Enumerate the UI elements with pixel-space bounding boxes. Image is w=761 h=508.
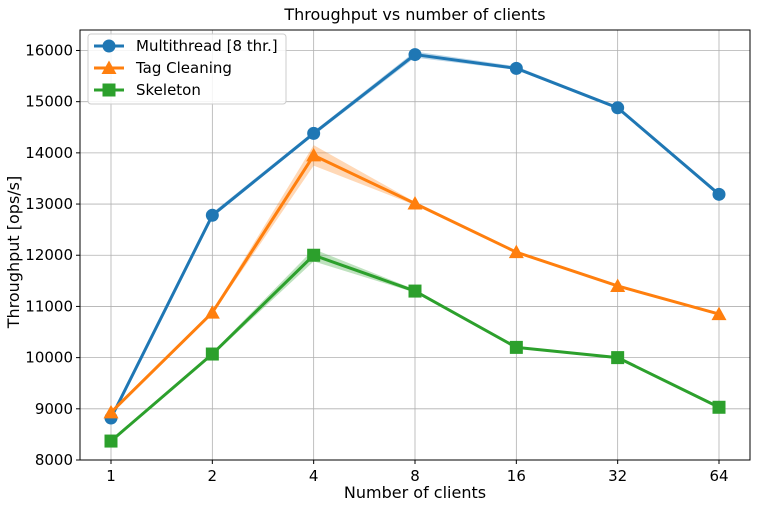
y-tick-label: 12000 [25, 246, 73, 264]
data-point-0-4 [509, 61, 523, 75]
data-point-0-2 [307, 126, 321, 140]
data-point-2-4 [509, 340, 523, 354]
legend-label-2: Skeleton [136, 81, 201, 99]
data-point-1-2 [306, 147, 322, 162]
x-tick-label: 4 [309, 467, 319, 485]
legend-marker-1 [101, 60, 117, 74]
legend-marker-2 [102, 83, 116, 97]
legend: Multithread [8 thr.] Tag Cleaning Skeleton [87, 33, 287, 105]
y-tick-label: 9000 [35, 400, 73, 418]
data-point-2-5 [611, 351, 625, 365]
x-tick-label: 1 [106, 467, 116, 485]
legend-box [87, 33, 287, 105]
y-tick-label: 10000 [25, 349, 73, 367]
data-point-1-5 [610, 278, 626, 292]
data-point-1-6 [711, 306, 727, 321]
data-point-0-5 [611, 101, 625, 115]
y-axis-label: Throughput [ops/s] [4, 176, 23, 330]
legend-marker-0 [102, 39, 116, 53]
x-tick-label: 32 [608, 467, 627, 485]
data-point-0-6 [712, 187, 726, 201]
data-point-1-4 [508, 244, 524, 259]
data-point-2-6 [712, 400, 726, 414]
x-tick-label: 8 [410, 467, 420, 485]
y-tick-label: 8000 [35, 451, 73, 469]
data-point-2-0 [104, 434, 118, 448]
y-tick-label: 15000 [25, 93, 73, 111]
legend-label-0: Multithread [8 thr.] [136, 37, 278, 55]
data-point-2-3 [408, 284, 422, 298]
data-point-1-0 [103, 404, 119, 419]
chart-title: Throughput vs number of clients [283, 5, 545, 24]
x-tick-label: 16 [507, 467, 526, 485]
data-point-1-3 [407, 196, 423, 210]
legend-label-1: Tag Cleaning [135, 59, 232, 77]
series-markers [103, 48, 727, 448]
data-point-1-1 [204, 305, 220, 319]
data-point-2-2 [307, 248, 321, 262]
x-axis-label: Number of clients [344, 483, 486, 502]
y-tick-label: 14000 [25, 144, 73, 162]
data-point-0-3 [408, 48, 422, 62]
axis-ticks: 1 2 4 8 16 32 64 8000 9000 10000 11000 12000 13000 14… [25, 41, 728, 485]
y-tick-label: 11000 [25, 297, 73, 315]
x-tick-label: 2 [208, 467, 218, 485]
data-point-2-1 [205, 347, 219, 361]
y-tick-label: 16000 [25, 41, 73, 59]
x-tick-label: 64 [709, 467, 728, 485]
data-point-0-1 [205, 208, 219, 222]
y-tick-label: 13000 [25, 195, 73, 213]
